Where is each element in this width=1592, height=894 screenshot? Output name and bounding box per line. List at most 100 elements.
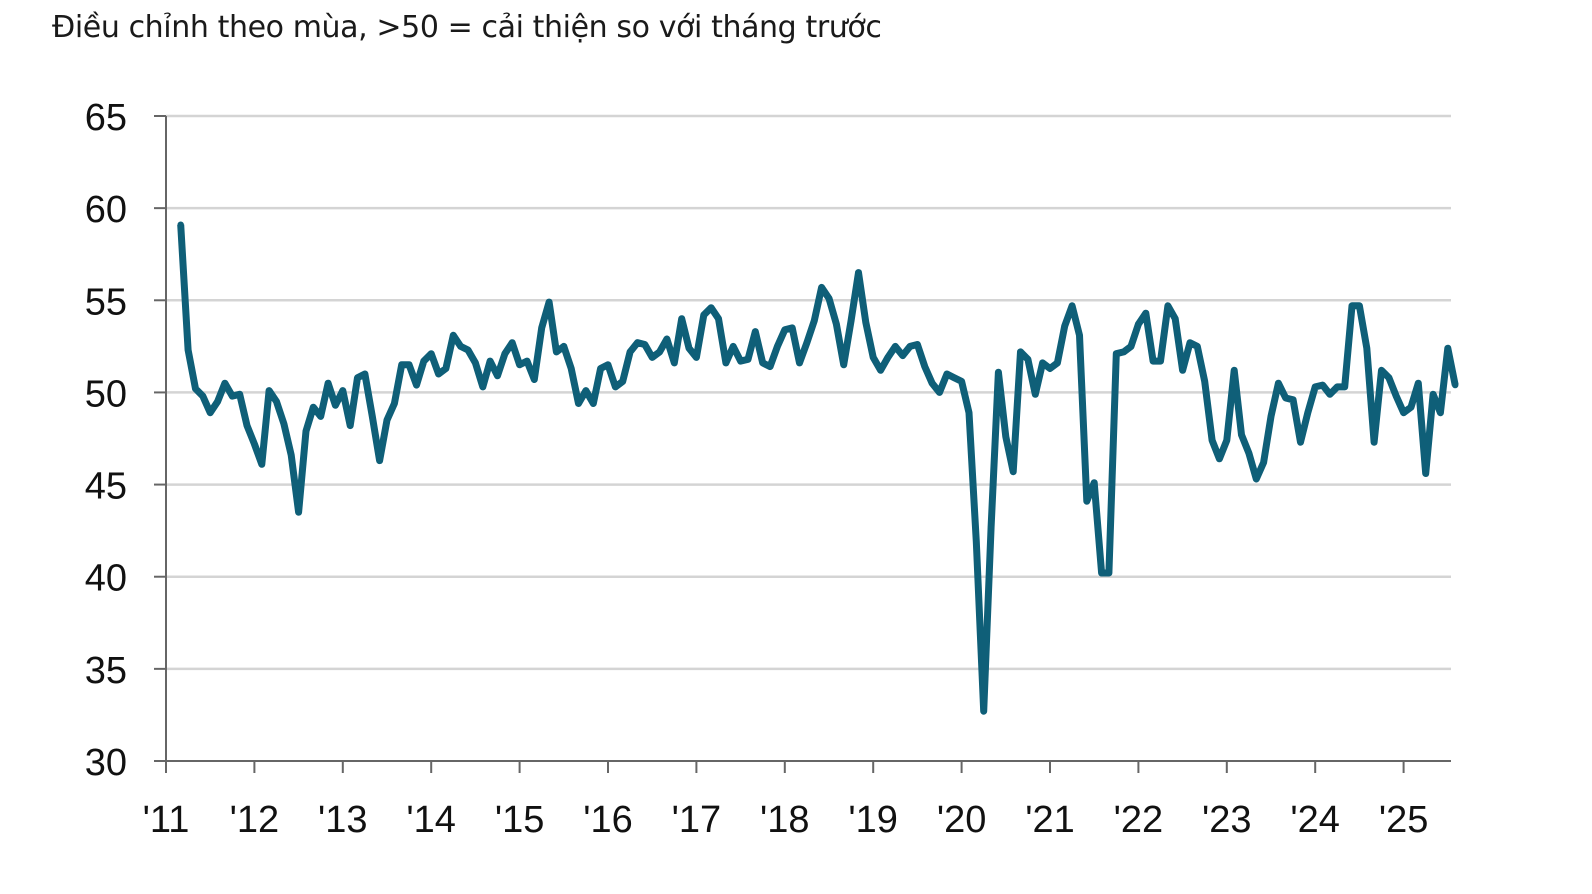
data-point	[789, 324, 796, 332]
data-point	[1105, 569, 1113, 577]
x-tick-label: '25	[1379, 799, 1429, 841]
data-point	[538, 324, 545, 332]
data-point	[243, 422, 251, 429]
data-point	[1312, 383, 1319, 391]
y-tick-label: 45	[85, 466, 127, 508]
data-point	[450, 332, 457, 339]
data-point	[405, 361, 413, 368]
data-point	[479, 383, 486, 391]
data-point	[744, 356, 752, 363]
data-point	[936, 389, 943, 396]
data-point	[1304, 409, 1312, 416]
data-point	[995, 369, 1002, 376]
data-point	[317, 413, 324, 420]
data-point	[1149, 357, 1157, 365]
data-point	[1370, 439, 1378, 446]
y-tick-label: 40	[85, 558, 127, 600]
data-point	[1297, 439, 1304, 446]
data-point	[1245, 450, 1253, 457]
data-point	[1385, 374, 1393, 381]
data-point	[1422, 470, 1429, 477]
data-point	[803, 339, 811, 346]
data-point	[1400, 409, 1407, 416]
data-point	[870, 354, 877, 361]
data-point	[1275, 380, 1282, 387]
data-point	[818, 284, 825, 291]
data-point	[486, 357, 494, 365]
data-point	[221, 380, 229, 387]
data-point	[1157, 357, 1164, 365]
data-point	[383, 416, 391, 424]
data-point	[847, 317, 855, 324]
data-point	[877, 367, 884, 374]
data-point	[604, 361, 612, 368]
data-point	[1415, 380, 1422, 387]
data-point	[796, 359, 803, 367]
data-point	[1179, 367, 1186, 374]
data-point	[752, 328, 759, 335]
data-point	[324, 380, 332, 387]
data-point	[494, 372, 501, 379]
data-point	[192, 385, 199, 392]
data-point	[442, 365, 450, 372]
data-point	[1393, 392, 1400, 400]
data-point	[568, 365, 575, 372]
data-point	[457, 343, 464, 350]
axes	[165, 116, 1451, 762]
x-tick-label: '13	[318, 799, 368, 841]
data-point	[354, 374, 361, 381]
data-point	[199, 392, 206, 400]
x-tick-label: '15	[495, 799, 545, 841]
data-point	[553, 348, 560, 356]
data-point	[987, 523, 995, 531]
data-point	[619, 378, 626, 385]
data-point	[737, 357, 744, 365]
data-point	[855, 269, 862, 276]
data-point	[1194, 343, 1201, 350]
x-tick-label: '21	[1025, 799, 1075, 841]
y-tick-label: 55	[85, 281, 127, 323]
data-point	[781, 326, 788, 333]
data-point	[1172, 315, 1179, 322]
data-point	[597, 365, 604, 372]
data-point	[516, 361, 523, 368]
data-point	[811, 317, 818, 324]
data-point	[1253, 475, 1260, 483]
data-point	[892, 343, 899, 350]
data-point	[177, 221, 184, 228]
data-point	[774, 343, 781, 350]
data-point	[715, 315, 722, 322]
data-point	[634, 339, 641, 346]
data-point	[958, 378, 965, 385]
x-tick-label: '17	[672, 799, 722, 841]
data-point	[649, 354, 656, 361]
data-point	[1186, 339, 1194, 346]
data-point	[1032, 391, 1039, 398]
data-point	[899, 352, 906, 359]
data-point	[545, 298, 553, 306]
data-point	[288, 451, 295, 459]
data-point	[207, 409, 214, 416]
data-point	[965, 409, 973, 416]
x-tick-label: '18	[760, 799, 810, 841]
data-point	[391, 400, 398, 407]
x-tick-label: '16	[583, 799, 633, 841]
data-point	[1046, 365, 1054, 372]
data-point	[700, 311, 707, 319]
data-point	[464, 346, 472, 354]
data-point	[501, 350, 509, 357]
data-point	[928, 380, 936, 387]
data-point	[258, 461, 265, 468]
data-point	[612, 383, 619, 391]
data-point	[1076, 332, 1083, 339]
data-point	[398, 361, 405, 368]
data-point	[332, 402, 339, 409]
y-tick-label: 50	[85, 373, 127, 415]
data-point	[1054, 359, 1061, 367]
data-point	[1017, 348, 1024, 356]
x-tick-label: '12	[230, 799, 280, 841]
data-point	[825, 295, 833, 302]
x-tick-label: '11	[143, 799, 190, 841]
data-point	[590, 400, 597, 407]
